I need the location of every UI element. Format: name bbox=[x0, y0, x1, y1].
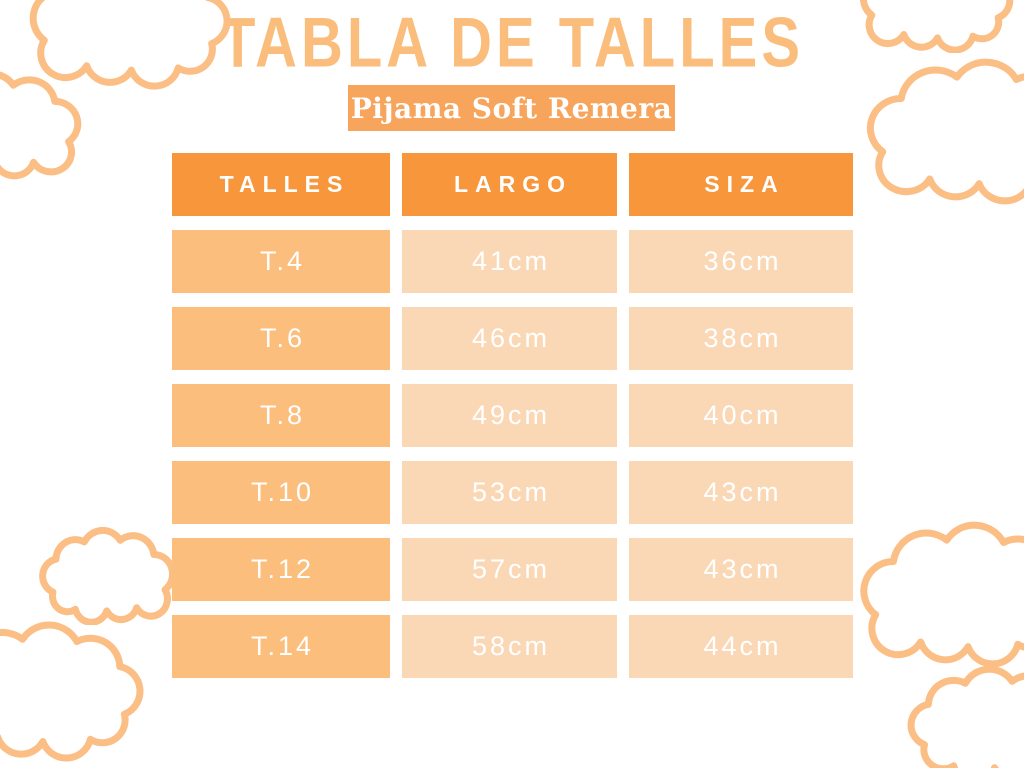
page-title: TABLA DE TALLES bbox=[219, 3, 805, 83]
subtitle-text: Pijama Soft Remera bbox=[350, 91, 673, 125]
column-header-talles: TALLES bbox=[172, 153, 390, 216]
size-table: TALLES LARGO SIZA T.4 41cm 36cm T.6 46cm… bbox=[172, 153, 853, 678]
subtitle-banner: Pijama Soft Remera bbox=[348, 85, 675, 131]
row-label: T.12 bbox=[172, 538, 390, 601]
cloud-icon bbox=[0, 70, 87, 182]
row-label: T.10 bbox=[172, 461, 390, 524]
column-header-siza: SIZA bbox=[629, 153, 853, 216]
row-value-largo: 41cm bbox=[402, 230, 617, 293]
row-value-largo: 46cm bbox=[402, 307, 617, 370]
cloud-icon bbox=[905, 665, 1024, 768]
row-value-largo: 58cm bbox=[402, 615, 617, 678]
cloud-icon bbox=[0, 620, 147, 762]
cloud-icon bbox=[22, 0, 234, 90]
cloud-icon bbox=[38, 527, 180, 625]
row-label: T.6 bbox=[172, 307, 390, 370]
row-value-siza: 38cm bbox=[629, 307, 853, 370]
row-value-siza: 36cm bbox=[629, 230, 853, 293]
row-value-largo: 57cm bbox=[402, 538, 617, 601]
cloud-icon bbox=[855, 0, 1015, 53]
row-value-siza: 43cm bbox=[629, 461, 853, 524]
row-label: T.8 bbox=[172, 384, 390, 447]
cloud-icon bbox=[852, 520, 1024, 668]
row-value-largo: 49cm bbox=[402, 384, 617, 447]
cloud-icon bbox=[858, 57, 1024, 205]
row-value-largo: 53cm bbox=[402, 461, 617, 524]
row-label: T.4 bbox=[172, 230, 390, 293]
row-value-siza: 43cm bbox=[629, 538, 853, 601]
column-header-largo: LARGO bbox=[402, 153, 617, 216]
row-value-siza: 44cm bbox=[629, 615, 853, 678]
row-value-siza: 40cm bbox=[629, 384, 853, 447]
row-label: T.14 bbox=[172, 615, 390, 678]
